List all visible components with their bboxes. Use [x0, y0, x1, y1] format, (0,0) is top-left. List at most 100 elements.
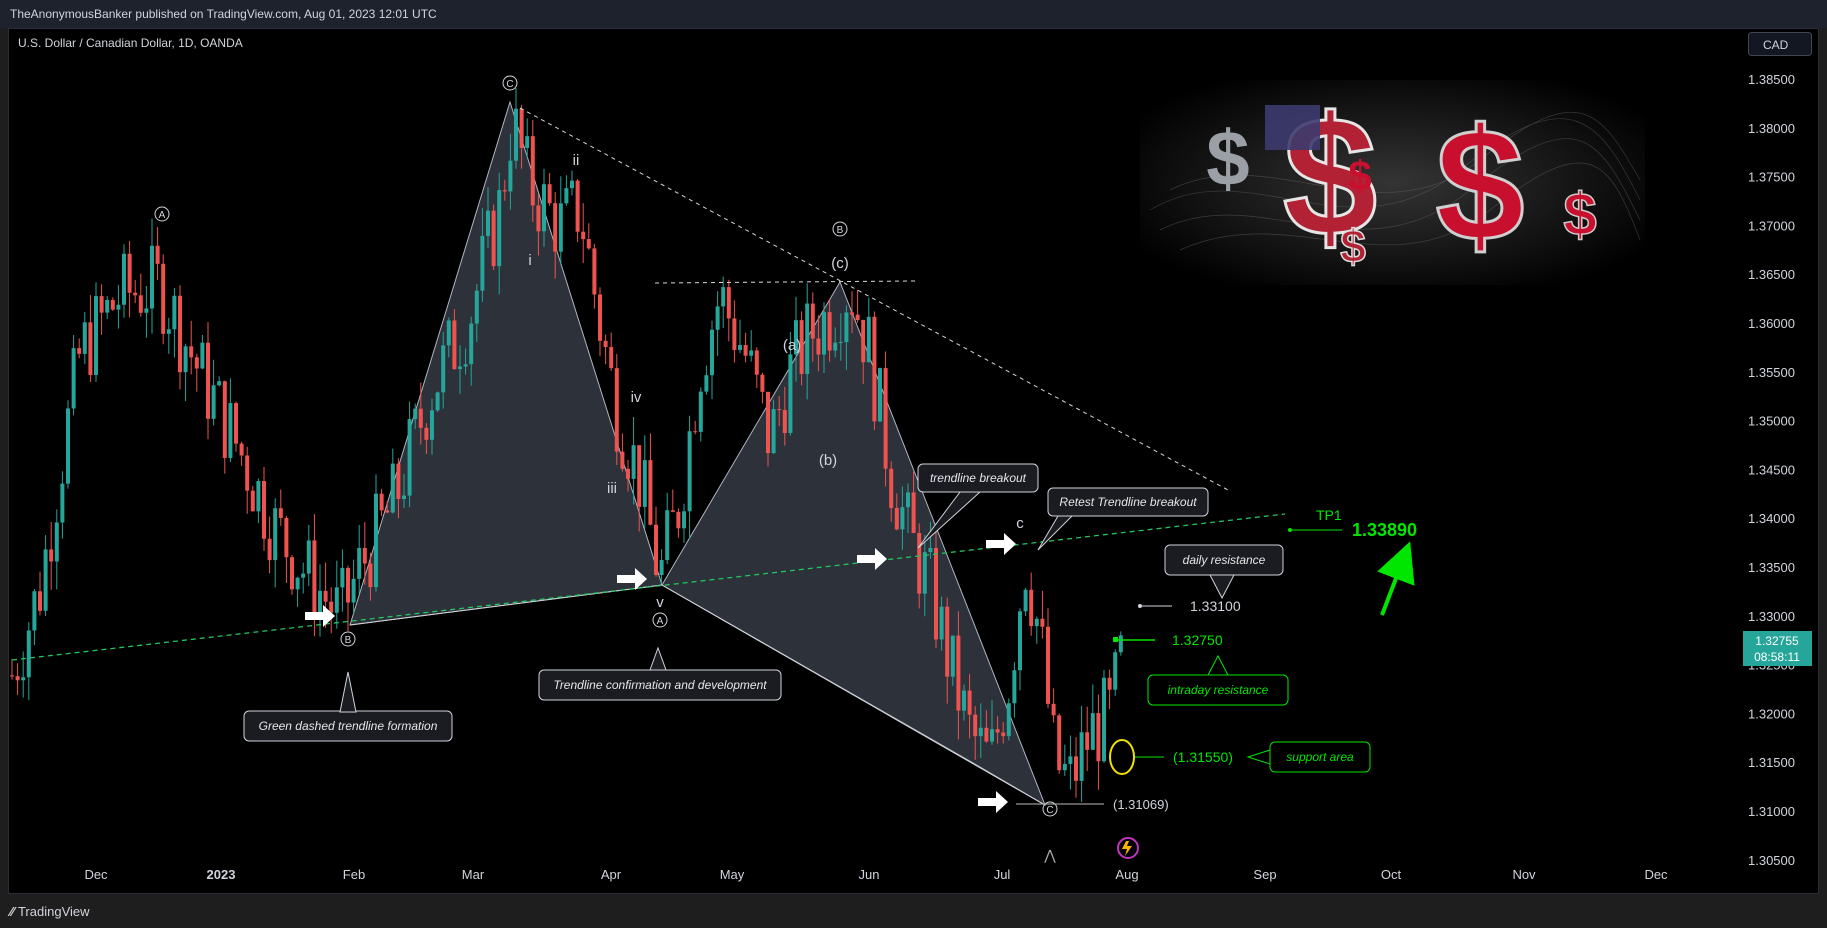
candle-body [502, 190, 507, 192]
candle-body [665, 510, 670, 561]
candle-body [945, 606, 950, 677]
publisher-text: TheAnonymousBanker published on TradingV… [10, 7, 437, 21]
callout-text: trendline breakout [930, 471, 1027, 485]
candle-body [323, 590, 328, 602]
levels-group: TP1 1.33890 1.33100 1.32750 (1.31550) (1.3106… [1016, 507, 1417, 812]
wave-label: C [1046, 805, 1053, 816]
candle-body [127, 253, 132, 293]
candle-body [838, 342, 843, 344]
candle-body [435, 392, 440, 411]
candle-body [1090, 713, 1095, 750]
candle-body [771, 409, 776, 454]
candle-body [760, 374, 765, 392]
candle-body [833, 342, 838, 351]
x-tick-label: Jul [994, 867, 1011, 882]
candle-body [116, 304, 121, 310]
callout-text: Trendline confirmation and development [553, 678, 767, 692]
candle-body [413, 408, 418, 420]
wave-label: A [657, 616, 664, 627]
wave-label: A [159, 210, 166, 221]
candle-body [715, 306, 720, 330]
candle-body [911, 492, 916, 533]
candle-body [872, 316, 877, 422]
candle-body [194, 357, 199, 369]
candle-body [939, 606, 944, 640]
tp1-value: 1.33890 [1352, 520, 1417, 540]
candle-body [967, 690, 972, 715]
arrow-right-icon [305, 605, 335, 627]
candle-body [161, 263, 166, 334]
candle-body [256, 481, 261, 512]
callout-box: Trendline confirmation and development [538, 646, 782, 701]
candle-body [1034, 618, 1039, 627]
candle-body [138, 295, 143, 313]
harmonic-base-line [349, 584, 663, 626]
y-tick-label: 1.35000 [1748, 414, 1795, 429]
candle-body [962, 690, 966, 711]
candle-body [239, 443, 244, 456]
x-tick-label: May [720, 867, 745, 882]
x-tick-label: Mar [462, 867, 485, 882]
candle-body [122, 253, 126, 305]
candle-body [43, 549, 48, 611]
wave-label: iv [631, 389, 642, 406]
candle-body [782, 409, 787, 434]
candle-body [654, 524, 658, 575]
harmonic-pattern [349, 100, 1046, 807]
x-tick-label: Oct [1381, 867, 1402, 882]
candle-body [1113, 652, 1118, 690]
candle-body [598, 294, 602, 341]
candle-body [430, 410, 434, 440]
candle-body [1102, 677, 1106, 762]
arrow-right-icon [857, 548, 887, 570]
candle-body [984, 727, 989, 742]
wave-label: (b) [819, 452, 837, 469]
tv-logo-icon: ⁄⁄ [10, 904, 18, 919]
candle-body [614, 368, 619, 452]
candle-body [1085, 732, 1090, 750]
candle-body [368, 563, 373, 588]
candle-body [950, 635, 955, 677]
y-tick-label: 1.36500 [1748, 267, 1795, 282]
candle-body [155, 245, 160, 264]
candle-body [928, 547, 933, 553]
callouts-group: Green dashed trendline formation Trendlin… [243, 463, 1371, 773]
candle-body [536, 205, 541, 232]
candle-body [284, 517, 289, 558]
candle-body [514, 108, 518, 161]
candle-body [402, 495, 406, 500]
y-tick-label: 1.31000 [1748, 804, 1795, 819]
candle-body [1118, 635, 1123, 653]
callout-box: Green dashed trendline formation [243, 671, 453, 742]
candle-body [15, 676, 20, 681]
candle-body [1012, 670, 1017, 704]
candle-body [105, 300, 110, 313]
candle-body [788, 354, 793, 434]
candle-body [973, 714, 978, 737]
candle-body [357, 547, 362, 579]
candle-body [883, 368, 888, 469]
harmonic-triangle-1 [349, 100, 663, 626]
callout-text: daily resistance [1183, 553, 1266, 567]
candle-body [21, 677, 26, 681]
wave-circle [652, 612, 668, 628]
candle-body [754, 350, 759, 375]
callout-box: support area [1246, 741, 1371, 773]
wave-circle [502, 75, 518, 91]
candles-group [10, 88, 1123, 802]
wave-label: B [345, 635, 352, 646]
y-tick-label: 1.37500 [1748, 170, 1795, 185]
wave-label: ii [573, 152, 580, 169]
candle-body [278, 508, 283, 518]
candle-body [267, 538, 272, 561]
candle-body [206, 342, 210, 419]
candle-body [144, 308, 149, 313]
candle-body [166, 329, 171, 334]
currency-button[interactable]: CAD [1748, 32, 1812, 56]
y-tick-label: 1.35500 [1748, 365, 1795, 380]
candle-body [822, 312, 826, 355]
candle-body [446, 320, 451, 346]
candle-body [189, 346, 194, 358]
last-price-value: 1.32755 [1755, 634, 1799, 648]
